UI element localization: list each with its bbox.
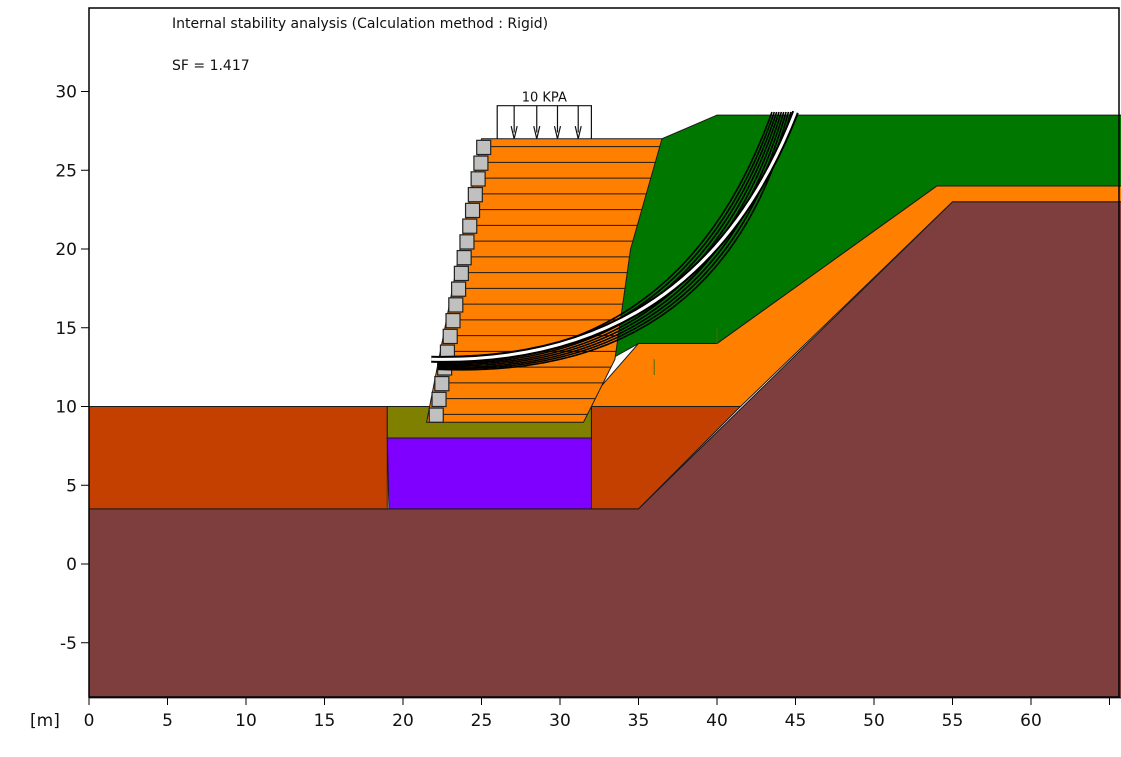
facing-unit — [468, 188, 482, 202]
facing-unit — [474, 156, 488, 170]
x-tick-label: 15 — [314, 711, 336, 731]
x-tick-label: 45 — [785, 711, 807, 731]
x-tick-label: 25 — [471, 711, 493, 731]
y-tick-label: 15 — [55, 319, 77, 339]
y-tick-label: 0 — [66, 555, 77, 575]
x-tick-label: 5 — [162, 711, 173, 731]
facing-unit — [435, 377, 449, 391]
facing-unit — [432, 392, 446, 406]
analysis-title: Internal stability analysis (Calculation… — [172, 16, 548, 32]
y-tick-label: 25 — [55, 161, 77, 181]
y-tick-label: 20 — [55, 240, 77, 260]
x-tick-label: 40 — [706, 711, 728, 731]
x-tick-label: 35 — [628, 711, 650, 731]
facing-unit — [477, 140, 491, 154]
facing-unit — [449, 298, 463, 312]
y-tick-label: 5 — [66, 476, 77, 496]
x-tick-label: 50 — [863, 711, 885, 731]
safety-factor: SF = 1.417 — [172, 58, 250, 74]
x-tick-label: 30 — [549, 711, 571, 731]
load-label: 10 KPA — [522, 91, 567, 106]
facing-unit — [457, 251, 471, 265]
facing-unit — [429, 408, 443, 422]
facing-unit — [454, 266, 468, 280]
facing-unit — [471, 172, 485, 186]
embankment-soil-left — [89, 407, 387, 509]
x-tick-label: 55 — [942, 711, 964, 731]
facing-unit — [443, 329, 457, 343]
y-tick-label: -5 — [60, 634, 77, 654]
x-tick-label: 10 — [235, 711, 257, 731]
axis-unit-label: [m] — [30, 711, 60, 731]
x-tick-label: 0 — [84, 711, 95, 731]
facing-unit — [446, 314, 460, 328]
foundation-block — [387, 438, 591, 509]
facing-unit — [452, 282, 466, 296]
y-tick-label: 30 — [55, 83, 77, 103]
y-tick-label: 10 — [55, 398, 77, 418]
x-tick-label: 60 — [1020, 711, 1042, 731]
x-tick-label: 20 — [392, 711, 414, 731]
facing-unit — [466, 203, 480, 217]
facing-unit — [463, 219, 477, 233]
facing-unit — [460, 235, 474, 249]
